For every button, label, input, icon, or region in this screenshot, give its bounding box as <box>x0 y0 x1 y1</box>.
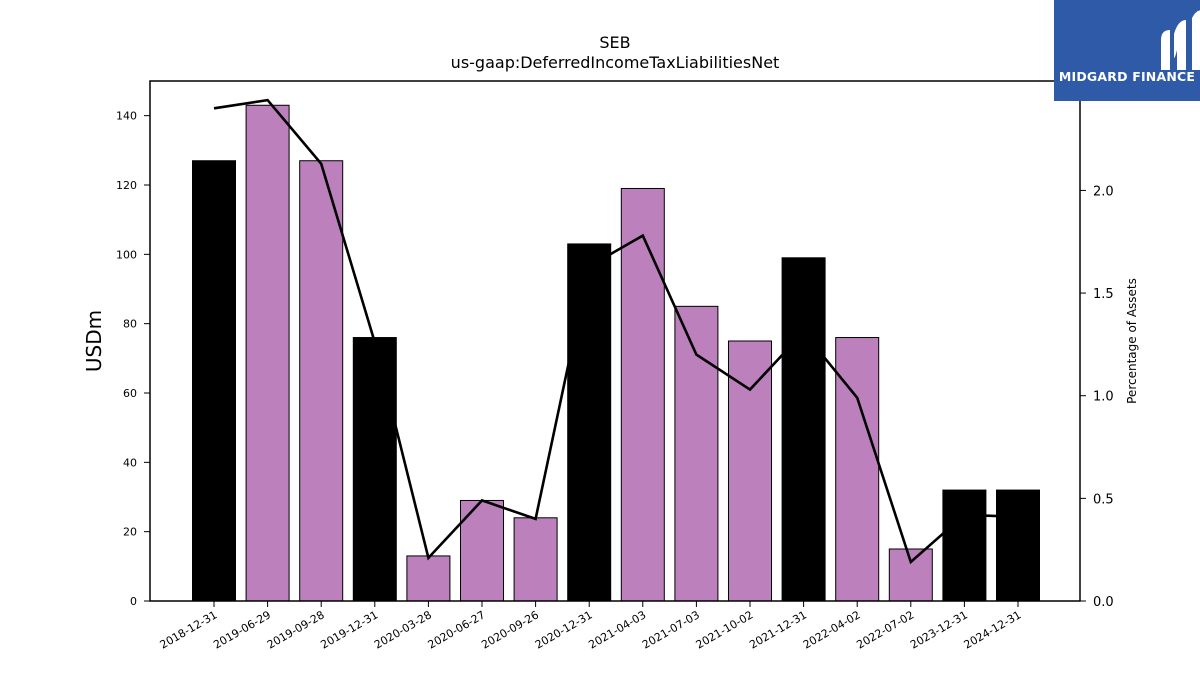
y2-tick-label: 1.5 <box>1093 287 1114 302</box>
y-tick-label: 60 <box>123 387 137 400</box>
y-tick-label: 0 <box>130 595 137 608</box>
bar <box>888 548 933 602</box>
y-tick-label: 40 <box>123 456 137 469</box>
logo-mark-icon <box>1161 10 1200 70</box>
y2-tick-label: 1.0 <box>1093 390 1114 405</box>
bar <box>192 160 236 602</box>
bar <box>352 337 397 602</box>
bar <box>299 160 344 602</box>
x-tick-label: 2019-06-29 <box>211 608 273 651</box>
bar <box>513 517 558 602</box>
x-tick-label: 2021-10-02 <box>694 608 756 651</box>
y-axis-label: USDm <box>82 310 106 372</box>
x-tick-label: 2020-12-31 <box>533 608 595 651</box>
bar <box>781 257 826 602</box>
x-tick-label: 2023-12-31 <box>908 608 970 651</box>
bar <box>728 340 772 602</box>
y-tick-label: 20 <box>123 526 137 539</box>
chart-subtitle: us-gaap:DeferredIncomeTaxLiabilitiesNet <box>451 53 780 72</box>
y-tick-label: 140 <box>116 110 137 123</box>
x-tick-label: 2024-12-31 <box>962 608 1024 651</box>
bar <box>835 337 880 602</box>
bar <box>620 187 665 602</box>
plot-frame <box>149 80 1081 602</box>
bar <box>996 489 1040 602</box>
x-tick-label: 2019-12-31 <box>318 608 380 651</box>
chart-title: SEB <box>599 33 630 52</box>
y-tick-label: 120 <box>116 179 137 192</box>
bar <box>942 489 987 602</box>
x-tick-label: 2022-07-02 <box>854 608 916 651</box>
x-tick-label: 2020-06-27 <box>426 608 488 651</box>
x-tick-label: 2020-09-26 <box>479 608 541 651</box>
x-tick-label: 2022-04-02 <box>801 608 863 651</box>
y-tick-label: 80 <box>123 318 137 331</box>
y2-axis-label: Percentage of Assets <box>1125 278 1139 404</box>
y2-tick-label: 0.0 <box>1093 595 1114 610</box>
x-tick-label: 2021-12-31 <box>747 608 809 651</box>
x-tick-label: 2018-12-31 <box>158 608 220 651</box>
pct-assets-line-group <box>213 98 1019 565</box>
y2-tick-label: 2.0 <box>1093 184 1114 199</box>
logo-text: MIDGARD FINANCE <box>1058 69 1196 84</box>
bar <box>567 243 612 602</box>
y2-tick-label: 0.5 <box>1093 492 1114 507</box>
bar <box>406 555 451 602</box>
midgard-finance-logo: MIDGARD FINANCE <box>1054 0 1200 101</box>
x-tick-label: 2021-07-03 <box>640 608 702 651</box>
x-tick-label: 2020-03-28 <box>372 608 434 651</box>
x-tick-label: 2021-04-03 <box>586 608 648 651</box>
y-tick-label: 100 <box>116 248 137 261</box>
x-tick-label: 2019-09-28 <box>265 608 327 651</box>
bar <box>245 104 290 602</box>
pct-assets-line <box>213 98 1019 565</box>
bar <box>674 305 719 602</box>
bar-group <box>192 104 1040 602</box>
